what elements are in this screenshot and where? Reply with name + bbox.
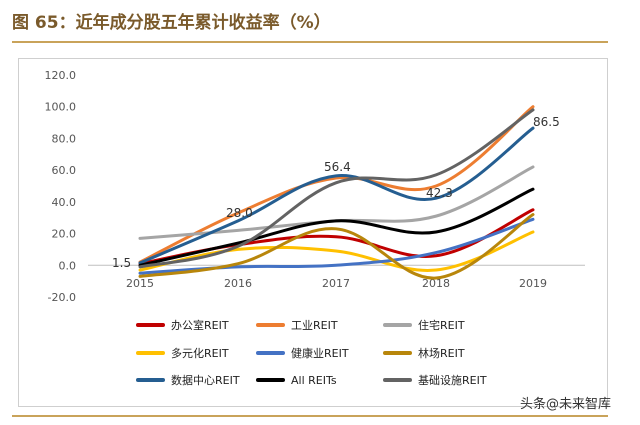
footer-rule — [12, 415, 608, 417]
legend-label: 基础设施REIT — [418, 374, 487, 387]
x-tick-label: 2018 — [422, 277, 450, 290]
data-label: 42.3 — [426, 186, 453, 200]
series-line-7 — [138, 126, 535, 265]
legend-label: All REITs — [291, 374, 337, 387]
series-line-4 — [138, 230, 535, 272]
title-underline — [12, 41, 608, 43]
y-tick-label: 80.0 — [52, 132, 77, 145]
series-line-2 — [138, 105, 535, 264]
legend-label: 林场REIT — [418, 346, 465, 360]
watermark: 头条@未来智库 — [520, 397, 612, 412]
y-tick-label: 40.0 — [52, 196, 77, 209]
data-label: 1.5 — [112, 256, 131, 270]
y-tick-label: -20.0 — [48, 291, 76, 304]
y-tick-label: 20.0 — [52, 228, 77, 241]
legend-label: 工业REIT — [291, 319, 338, 332]
y-tick-label: 100.0 — [45, 101, 77, 114]
x-tick-label: 2019 — [519, 277, 547, 290]
legend-label: 健康业REIT — [291, 346, 349, 360]
data-label: 56.4 — [324, 160, 351, 174]
data-label: 28.0 — [226, 206, 253, 220]
x-tick-label: 2017 — [322, 277, 350, 290]
y-tick-label: 0.0 — [59, 259, 77, 272]
legend-label: 办公室REIT — [171, 318, 229, 332]
data-label: 86.5 — [533, 115, 560, 129]
x-tick-label: 2016 — [224, 277, 252, 290]
chart-frame — [18, 58, 608, 407]
series-line-6 — [138, 213, 535, 280]
series-line-9 — [138, 108, 535, 269]
y-tick-label: 60.0 — [52, 164, 77, 177]
series-line-8 — [138, 187, 535, 267]
x-tick-label: 2015 — [126, 277, 154, 290]
y-tick-label: 120.0 — [45, 69, 77, 82]
legend-label: 多元化REIT — [171, 346, 229, 360]
legend-label: 数据中心REIT — [171, 373, 240, 387]
legend-label: 住宅REIT — [418, 318, 465, 332]
page-title: 图 65：近年成分股五年累计收益率（%） — [12, 13, 331, 33]
